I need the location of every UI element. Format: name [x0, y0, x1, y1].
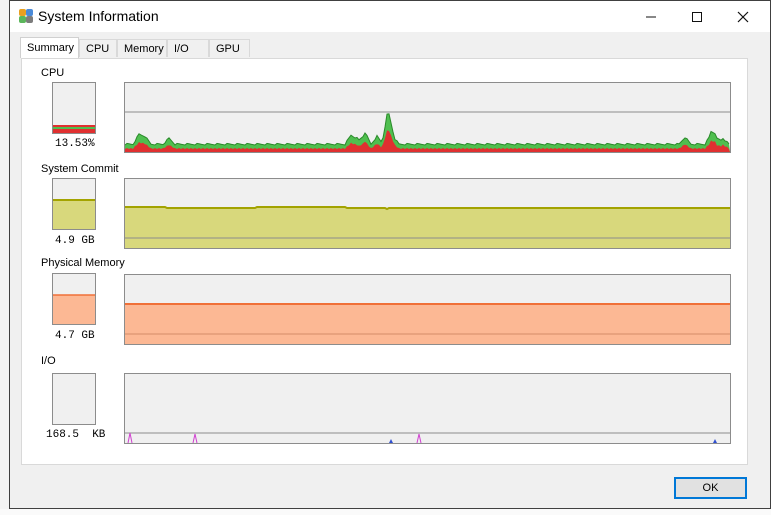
cpu-history-graph	[124, 82, 731, 153]
tab-gpu[interactable]: GPU	[209, 39, 250, 57]
maximize-button[interactable]	[674, 1, 720, 32]
title-bar[interactable]: System Information	[10, 1, 770, 32]
close-button[interactable]	[720, 1, 766, 32]
commit-history-graph	[124, 178, 731, 249]
tab-summary[interactable]: Summary	[20, 37, 79, 58]
minimize-icon	[646, 16, 656, 17]
physical-memory-mini-bar	[53, 294, 95, 324]
physical-memory-label: Physical Memory	[41, 257, 125, 269]
commit-mini-bar	[53, 199, 95, 229]
cpu-mini-graph	[52, 82, 96, 134]
cpu-total-line	[125, 113, 730, 146]
tab-memory[interactable]: Memory	[117, 39, 167, 57]
commit-value: 4.9 GB	[55, 235, 95, 247]
system-information-icon	[18, 8, 34, 24]
physical-memory-history-plot	[125, 303, 730, 344]
cpu-mini-bar	[53, 125, 95, 133]
background-window-bottom	[0, 509, 771, 515]
summary-panel: CPU 13.53% System Commit 4.9 GB	[21, 58, 748, 465]
commit-history-plot	[125, 206, 730, 248]
physical-memory-mini-graph	[52, 273, 96, 325]
commit-label: System Commit	[41, 163, 119, 175]
tab-io[interactable]: I/O	[167, 39, 209, 57]
maximize-icon	[692, 11, 702, 22]
io-history-plot	[125, 432, 730, 443]
ok-button[interactable]: OK	[674, 477, 747, 499]
tab-cpu[interactable]: CPU	[79, 39, 117, 57]
cpu-value: 13.53%	[55, 138, 95, 150]
physical-memory-value: 4.7 GB	[55, 330, 95, 342]
system-information-window: System Information Summary CPU Memory I/…	[9, 0, 771, 509]
physical-memory-history-graph	[124, 274, 731, 345]
cpu-kernel-series	[125, 130, 730, 152]
minimize-button[interactable]	[628, 1, 674, 32]
window-title: System Information	[38, 8, 159, 24]
io-mini-graph	[52, 373, 96, 425]
cpu-history-plot	[125, 111, 730, 152]
cpu-total-series	[125, 113, 730, 152]
close-icon	[737, 11, 749, 22]
io-history-graph	[124, 373, 731, 444]
io-label: I/O	[41, 355, 56, 367]
cpu-label: CPU	[41, 67, 65, 79]
io-value: 168.5 KB	[46, 429, 106, 441]
commit-mini-graph	[52, 178, 96, 230]
